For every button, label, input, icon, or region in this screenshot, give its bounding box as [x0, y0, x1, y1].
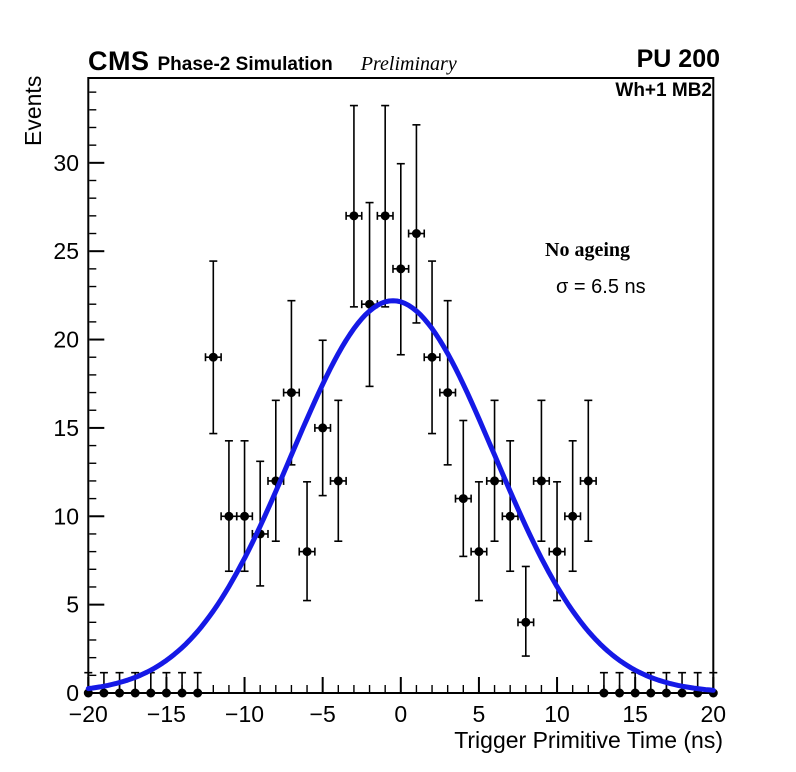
data-marker	[630, 688, 640, 698]
data-marker	[505, 511, 515, 521]
data-marker	[521, 617, 531, 627]
data-marker	[568, 511, 578, 521]
simulation-label: Phase-2 Simulation	[157, 54, 333, 75]
x-tick-label: −15	[147, 701, 186, 727]
data-marker	[474, 547, 484, 557]
data-marker	[208, 352, 218, 362]
region-label: Wh+1 MB2	[615, 80, 712, 101]
x-tick-label: 0	[394, 701, 407, 727]
fit-curve	[85, 298, 716, 693]
data-marker	[677, 688, 687, 698]
data-marker	[161, 688, 171, 698]
data-marker	[427, 352, 437, 362]
data-marker	[615, 688, 625, 698]
data-marker	[396, 264, 406, 274]
data-marker	[349, 211, 359, 221]
data-marker	[240, 511, 250, 521]
y-tick-label: 0	[66, 680, 79, 706]
annotation-title: No ageing	[545, 239, 630, 261]
data-marker	[193, 688, 203, 698]
data-marker	[333, 476, 343, 486]
data-marker	[286, 388, 296, 398]
experiment-label: CMS	[88, 46, 150, 76]
data-marker	[599, 688, 609, 698]
data-marker	[661, 688, 671, 698]
data-marker	[583, 476, 593, 486]
pileup-label: PU 200	[636, 45, 720, 73]
data-marker	[318, 423, 328, 433]
data-marker	[224, 511, 234, 521]
data-marker	[443, 388, 453, 398]
y-tick-label: 15	[53, 415, 79, 441]
preliminary-label: Preliminary	[360, 53, 457, 75]
data-marker	[130, 688, 140, 698]
y-tick-label: 20	[53, 327, 79, 353]
data-marker	[411, 229, 421, 239]
data-marker	[115, 688, 125, 698]
data-marker	[146, 688, 156, 698]
x-tick-label: −20	[69, 701, 108, 727]
x-axis-title: Trigger Primitive Time (ns)	[454, 727, 723, 753]
y-tick-label: 25	[53, 238, 79, 264]
data-marker	[458, 494, 468, 504]
data-marker	[99, 688, 109, 698]
data-marker	[177, 688, 187, 698]
data-marker	[490, 476, 500, 486]
data-marker	[646, 688, 656, 698]
data-marker	[380, 211, 390, 221]
data-marker	[552, 547, 562, 557]
y-tick-label: 5	[66, 592, 79, 618]
y-tick-label: 30	[53, 150, 79, 176]
data-marker	[536, 476, 546, 486]
plot-frame	[87, 77, 715, 694]
header: CMS Phase-2 Simulation Preliminary PU 200	[88, 45, 720, 77]
x-tick-label: −5	[310, 701, 336, 727]
x-tick-label: 5	[473, 701, 486, 727]
x-tick-label: −10	[225, 701, 264, 727]
x-tick-label: 10	[544, 701, 570, 727]
y-axis-title: Events	[20, 75, 46, 146]
y-tick-label: 10	[53, 503, 79, 529]
x-tick-label: 15	[622, 701, 648, 727]
annotation-sigma: σ = 6.5 ns	[556, 276, 646, 298]
data-marker	[302, 547, 312, 557]
x-tick-label: 20	[701, 701, 727, 727]
